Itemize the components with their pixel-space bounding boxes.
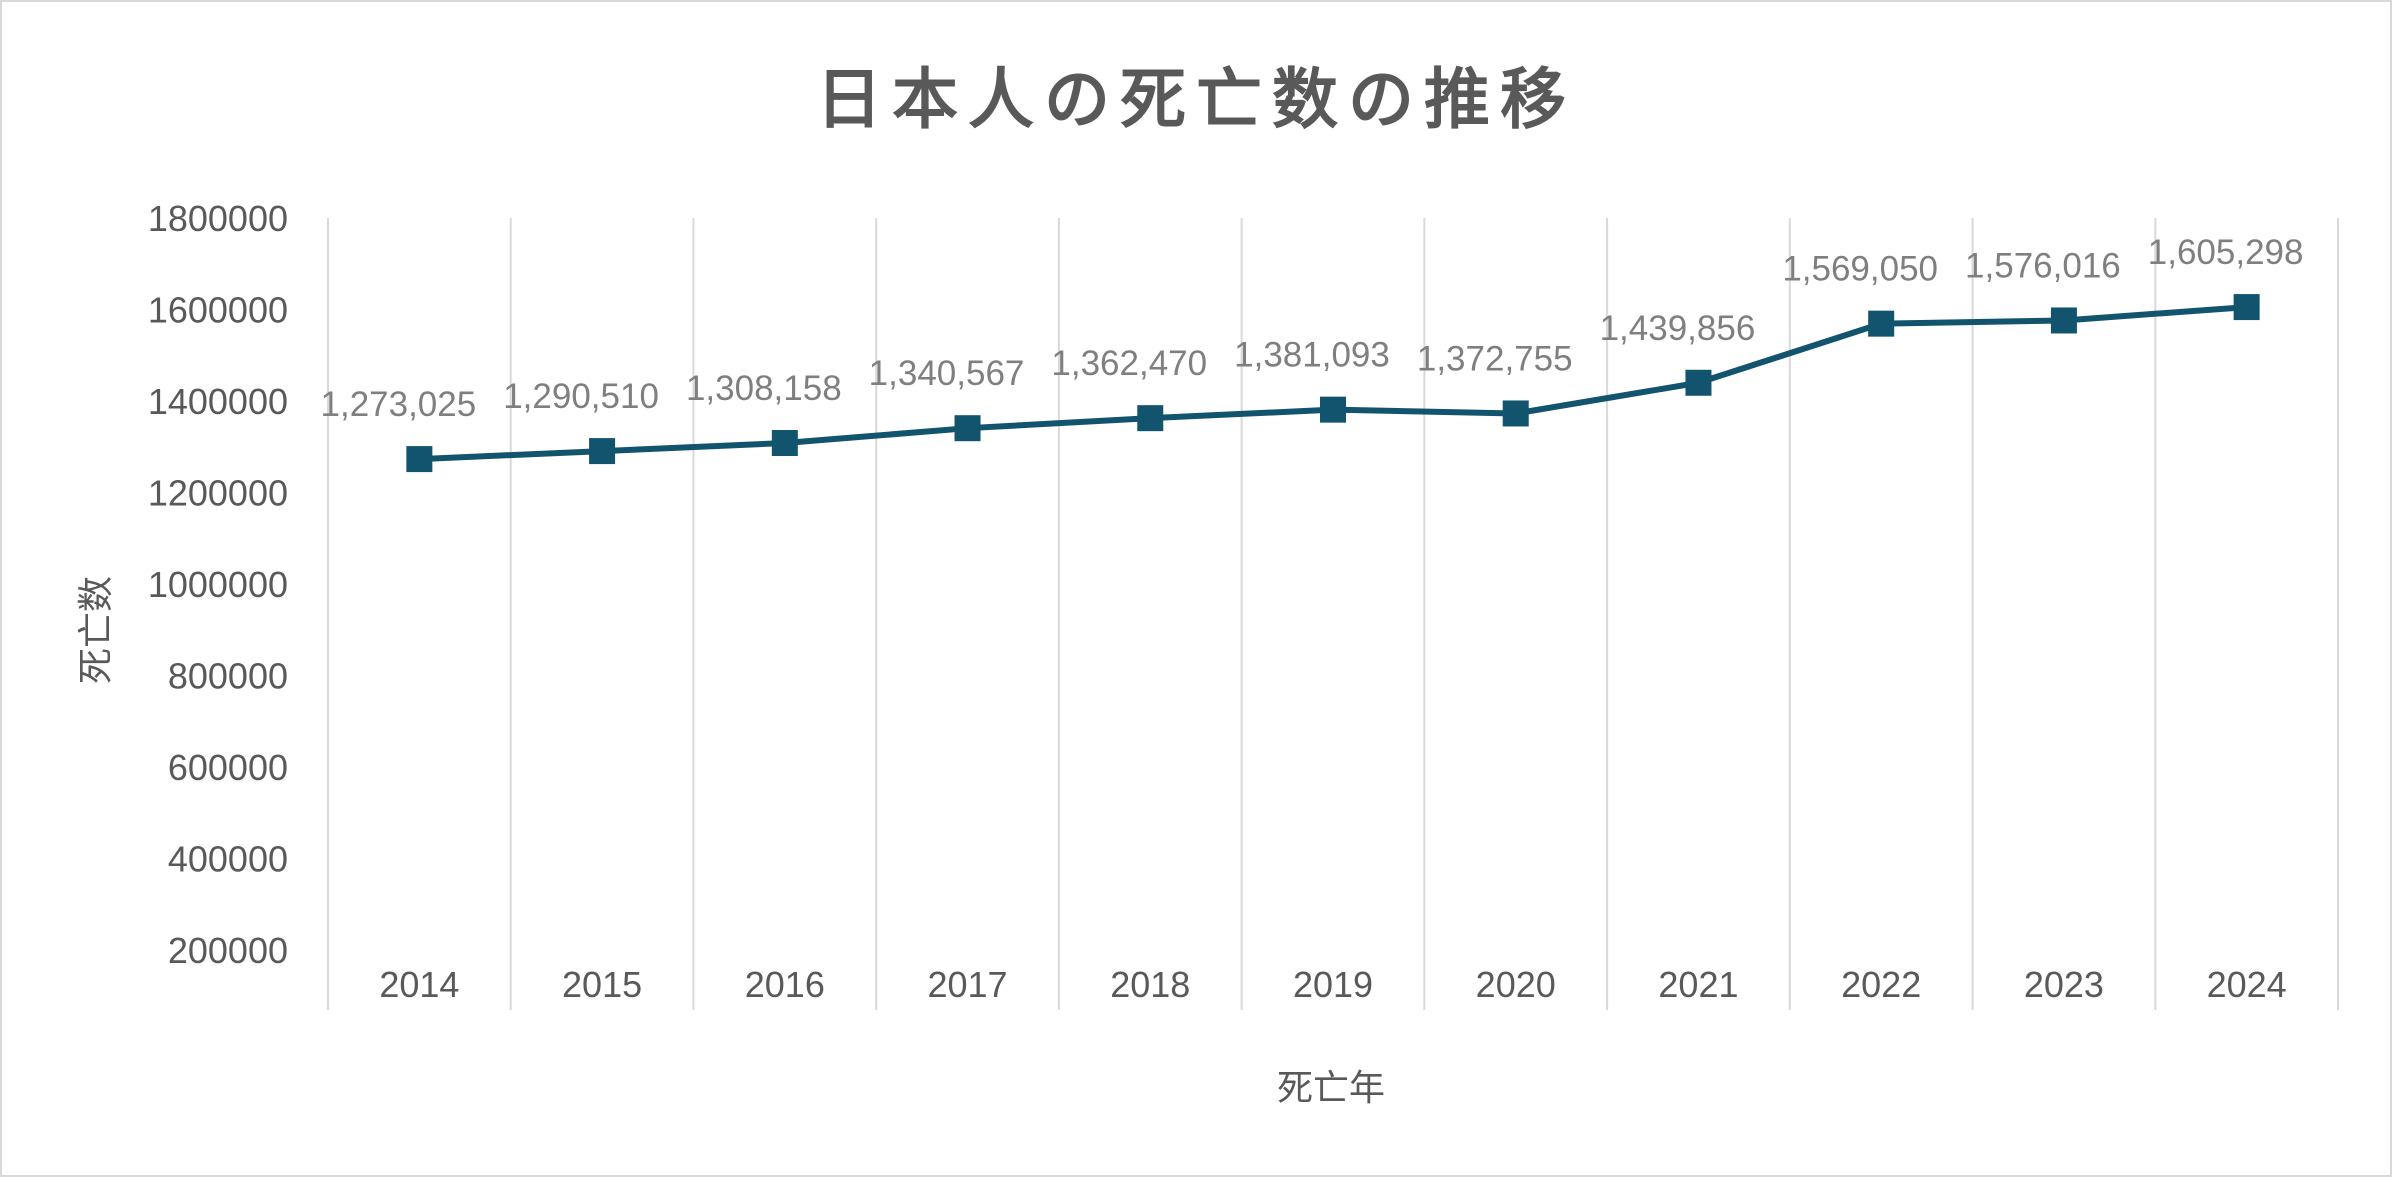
x-tick-label: 2017 bbox=[927, 964, 1007, 1005]
x-tick-label: 2024 bbox=[2207, 964, 2287, 1005]
data-label: 1,290,510 bbox=[503, 377, 659, 416]
data-point-marker bbox=[589, 438, 616, 465]
x-tick-label: 2019 bbox=[1293, 964, 1373, 1005]
data-point-marker bbox=[1137, 405, 1164, 432]
x-tick-label: 2015 bbox=[562, 964, 642, 1005]
x-axis-title: 死亡年 bbox=[1277, 1068, 1385, 1109]
chart-title: 日本人の死亡数の推移 bbox=[816, 61, 1576, 138]
y-axis-ticks: 200000 400000 600000 800000 1000000 1200000 14… bbox=[148, 198, 288, 971]
data-point-marker bbox=[2050, 307, 2077, 334]
y-tick-label: 1200000 bbox=[148, 473, 288, 514]
x-tick-label: 2023 bbox=[2024, 964, 2104, 1005]
data-label: 1,362,470 bbox=[1051, 344, 1207, 383]
x-tick-label: 2016 bbox=[745, 964, 825, 1005]
y-tick-label: 1800000 bbox=[148, 198, 288, 239]
data-label: 1,605,298 bbox=[2148, 233, 2304, 272]
grid-layer bbox=[327, 218, 2339, 1010]
y-tick-label: 1000000 bbox=[148, 564, 288, 605]
data-label: 1,273,025 bbox=[321, 385, 477, 424]
data-point-marker bbox=[2233, 294, 2260, 321]
data-label: 1,340,567 bbox=[869, 354, 1025, 393]
data-label: 1,372,755 bbox=[1417, 339, 1573, 378]
data-point-marker bbox=[1685, 369, 1712, 396]
y-tick-label: 800000 bbox=[168, 656, 288, 697]
data-point-marker bbox=[771, 430, 798, 457]
data-label: 1,439,856 bbox=[1600, 309, 1756, 348]
y-axis-title: 死亡数 bbox=[76, 576, 117, 684]
data-point-marker bbox=[406, 446, 433, 473]
x-tick-label: 2022 bbox=[1841, 964, 1921, 1005]
data-point-marker bbox=[954, 415, 981, 442]
y-tick-label: 600000 bbox=[168, 747, 288, 788]
data-point-marker bbox=[1502, 400, 1529, 427]
data-label: 1,576,016 bbox=[1965, 246, 2121, 285]
data-point-marker bbox=[1320, 396, 1346, 423]
y-tick-label: 1600000 bbox=[148, 290, 288, 331]
x-axis-ticks: 2014 2015 2016 2017 2018 2019 2020 2021 2022 2023… bbox=[379, 964, 2286, 1005]
data-point-marker bbox=[1868, 310, 1895, 337]
y-tick-label: 1400000 bbox=[148, 381, 288, 422]
data-labels: 1,273,025 1,290,510 1,308,158 1,340,567 1,36… bbox=[321, 233, 2304, 424]
y-tick-label: 400000 bbox=[168, 839, 288, 880]
data-label: 1,569,050 bbox=[1782, 250, 1938, 289]
data-label: 1,308,158 bbox=[686, 369, 842, 408]
x-tick-label: 2018 bbox=[1110, 964, 1190, 1005]
x-tick-label: 2021 bbox=[1658, 964, 1738, 1005]
data-label: 1,381,093 bbox=[1234, 336, 1390, 375]
x-tick-label: 2014 bbox=[379, 964, 459, 1005]
x-tick-label: 2020 bbox=[1476, 964, 1556, 1005]
series-layer bbox=[406, 294, 2260, 473]
y-tick-label: 200000 bbox=[168, 930, 288, 971]
